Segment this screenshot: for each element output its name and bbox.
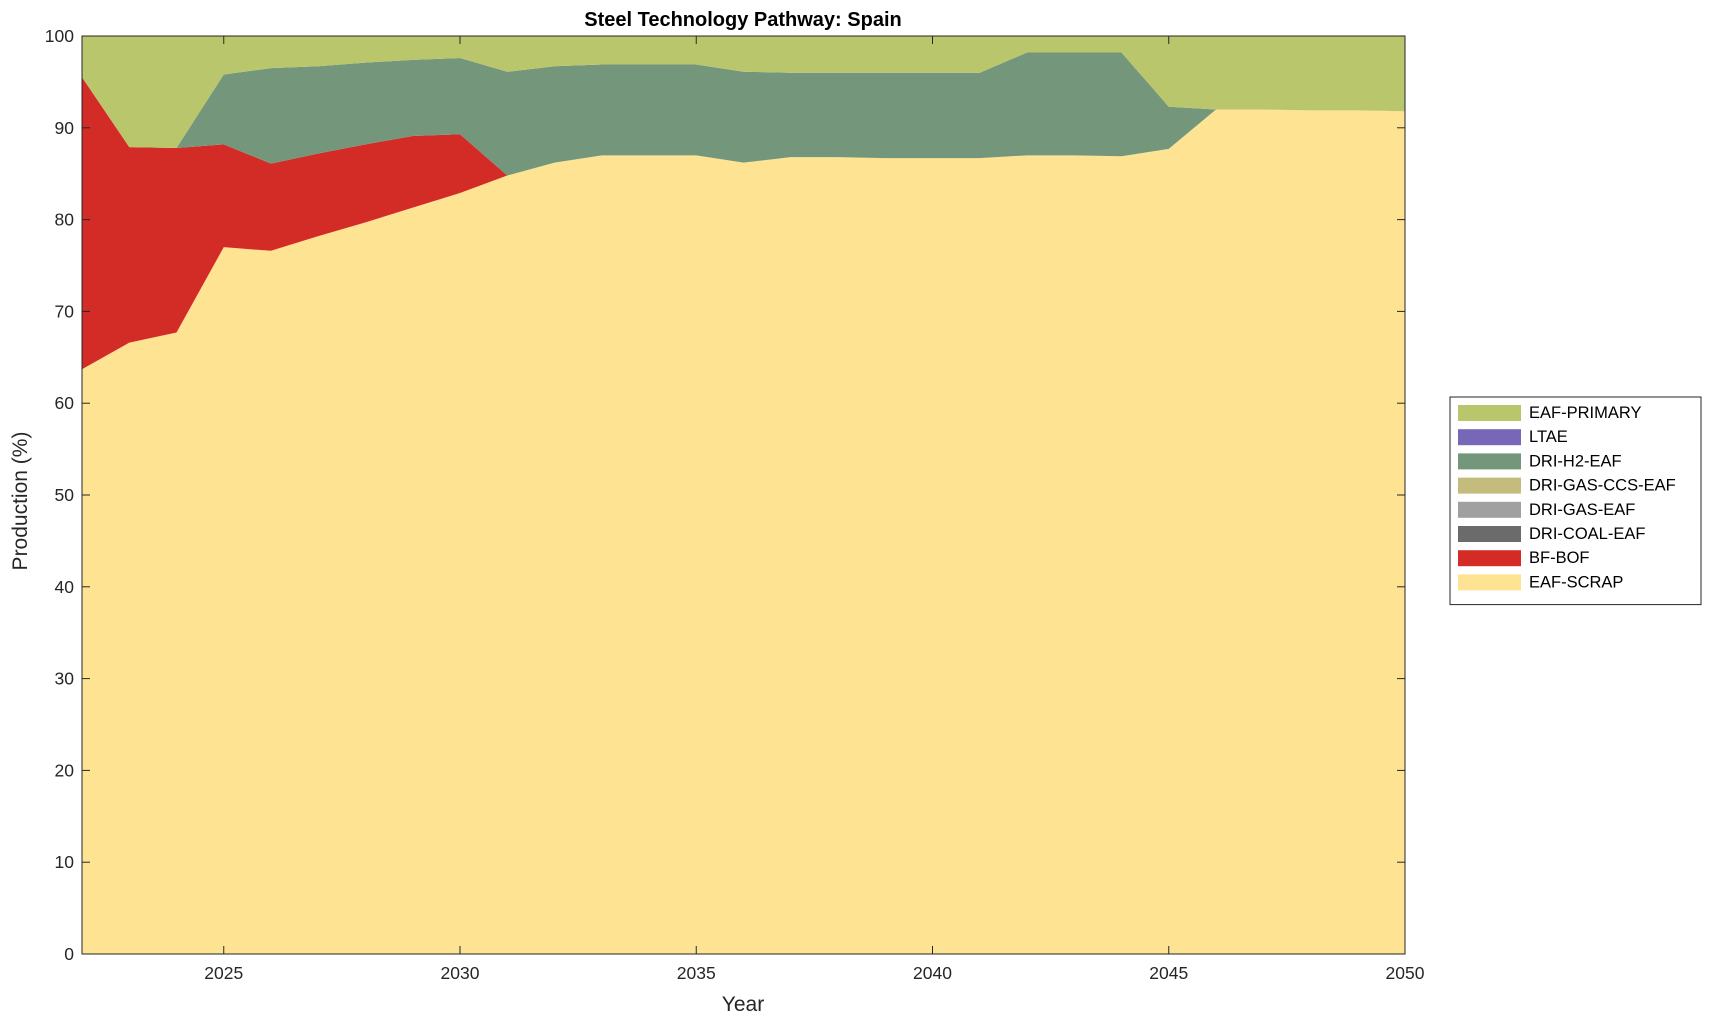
x-tick-label: 2045	[1149, 963, 1188, 983]
y-tick-label: 60	[55, 393, 75, 413]
legend-label-eaf-primary: EAF-PRIMARY	[1529, 404, 1641, 422]
y-axis-label: Production (%)	[9, 432, 32, 571]
legend-swatch-eaf-primary	[1458, 405, 1521, 421]
y-tick-label: 50	[55, 485, 75, 505]
y-tick-label: 10	[55, 852, 75, 872]
y-tick-label: 80	[55, 210, 75, 230]
legend: EAF-PRIMARY LTAE DRI-H2-EAF DRI-GAS-CCS-EAF…	[1449, 396, 1702, 606]
plot-frame	[81, 35, 1406, 955]
area-eaf-scrap	[82, 109, 1405, 954]
y-tick-label: 90	[55, 118, 75, 138]
area-bf-bof	[82, 77, 1405, 370]
x-axis-label: Year	[722, 993, 764, 1016]
legend-swatch-dri-gas-eaf	[1458, 501, 1521, 518]
legend-label-bf-bof: BF-BOF	[1529, 549, 1590, 567]
x-tick-label: 2050	[1386, 963, 1425, 983]
legend-label-dri-coal-eaf: DRI-COAL-EAF	[1529, 525, 1645, 543]
legend-label-dri-gas-eaf: DRI-GAS-EAF	[1529, 501, 1635, 519]
legend-label-dri-h2-eaf: DRI-H2-EAF	[1529, 452, 1622, 470]
x-tick-label: 2040	[913, 963, 952, 983]
legend-swatch-dri-gas-ccs-eaf	[1458, 477, 1521, 494]
chart-title: Steel Technology Pathway: Spain	[584, 9, 901, 31]
y-tick-label: 70	[55, 301, 75, 321]
y-tick-label: 30	[55, 669, 75, 689]
area-dri-h2-eaf	[82, 52, 1405, 176]
x-tick-label: 2035	[677, 963, 716, 983]
legend-swatch-dri-coal-eaf	[1458, 526, 1521, 542]
x-tick-label: 2025	[204, 963, 243, 983]
y-tick-label: 0	[64, 944, 74, 964]
plot-area	[81, 35, 1406, 955]
area-eaf-primary	[82, 36, 1405, 148]
legend-swatch-dri-h2-eaf	[1458, 453, 1521, 470]
x-tick-label: 2030	[441, 963, 480, 983]
area-layers	[82, 36, 1405, 954]
y-tick-label: 100	[45, 26, 74, 46]
tick-labels: 2025 2030 2035 2040 2045 20500102030405060708…	[45, 26, 1425, 983]
y-tick-label: 20	[55, 760, 75, 780]
y-tick-label: 40	[55, 577, 75, 597]
legend-swatch-bf-bof	[1458, 550, 1521, 567]
legend-label-ltae: LTAE	[1529, 428, 1568, 446]
legend-label-eaf-scrap: EAF-SCRAP	[1529, 573, 1623, 591]
legend-label-dri-gas-ccs-eaf: DRI-GAS-CCS-EAF	[1529, 477, 1676, 495]
legend-swatch-ltae	[1458, 429, 1521, 446]
legend-swatch-eaf-scrap	[1458, 574, 1521, 591]
